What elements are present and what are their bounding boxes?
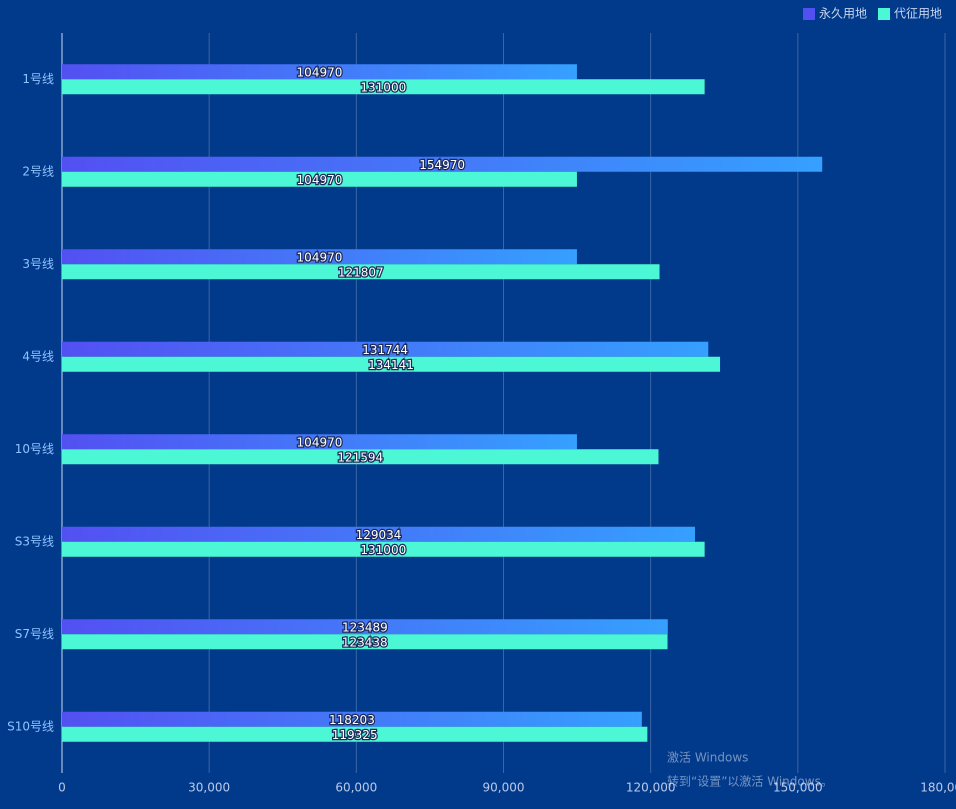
legend-label: 代征用地 <box>894 7 942 21</box>
value-label: 104970 <box>297 435 343 449</box>
bar <box>62 726 648 742</box>
value-label: 129034 <box>356 528 402 542</box>
bar <box>62 449 659 465</box>
legend-swatch <box>878 8 890 20</box>
bar <box>62 171 577 187</box>
x-tick-label: 90,000 <box>483 781 525 795</box>
bar <box>62 264 660 280</box>
value-label: 134141 <box>368 358 414 372</box>
value-label: 104970 <box>297 65 343 79</box>
y-tick-label: 3号线 <box>22 257 54 271</box>
value-label: 104970 <box>297 250 343 264</box>
watermark-subtitle: 转到“设置”以激活 Windows。 <box>667 774 833 789</box>
bar <box>62 249 577 265</box>
bar <box>62 434 577 450</box>
value-label: 123489 <box>342 620 388 634</box>
bar <box>62 711 642 727</box>
legend-label: 永久用地 <box>819 7 867 21</box>
bar <box>62 64 577 80</box>
bar <box>62 541 705 557</box>
bar <box>62 619 668 635</box>
value-label: 131000 <box>360 543 406 557</box>
y-tick-label: 4号线 <box>22 349 54 363</box>
x-tick-label: 150,000 <box>773 781 823 795</box>
y-tick-label: S7号线 <box>15 627 54 641</box>
value-label: 123438 <box>342 635 388 649</box>
value-label: 121807 <box>338 265 384 279</box>
x-tick-label: 180,000 <box>920 781 956 795</box>
bar <box>62 341 709 357</box>
bar <box>62 634 668 650</box>
y-tick-label: S10号线 <box>7 719 54 733</box>
bar <box>62 156 823 172</box>
y-tick-label: S3号线 <box>15 534 54 548</box>
value-label: 131744 <box>362 343 408 357</box>
value-label: 121594 <box>337 450 383 464</box>
bar <box>62 356 721 372</box>
bar <box>62 79 705 95</box>
bar <box>62 526 695 542</box>
value-label: 119325 <box>332 728 378 742</box>
x-tick-label: 30,000 <box>188 781 230 795</box>
y-tick-label: 10号线 <box>15 442 54 456</box>
value-label: 104970 <box>297 173 343 187</box>
value-label: 154970 <box>419 158 465 172</box>
x-tick-label: 120,000 <box>626 781 676 795</box>
value-label: 118203 <box>329 713 375 727</box>
x-tick-label: 60,000 <box>335 781 377 795</box>
legend-swatch <box>803 8 815 20</box>
watermark-title: 激活 Windows <box>667 751 748 765</box>
x-tick-label: 0 <box>58 781 66 795</box>
y-tick-label: 2号线 <box>22 164 54 178</box>
y-tick-label: 1号线 <box>22 72 54 86</box>
value-label: 131000 <box>360 80 406 94</box>
